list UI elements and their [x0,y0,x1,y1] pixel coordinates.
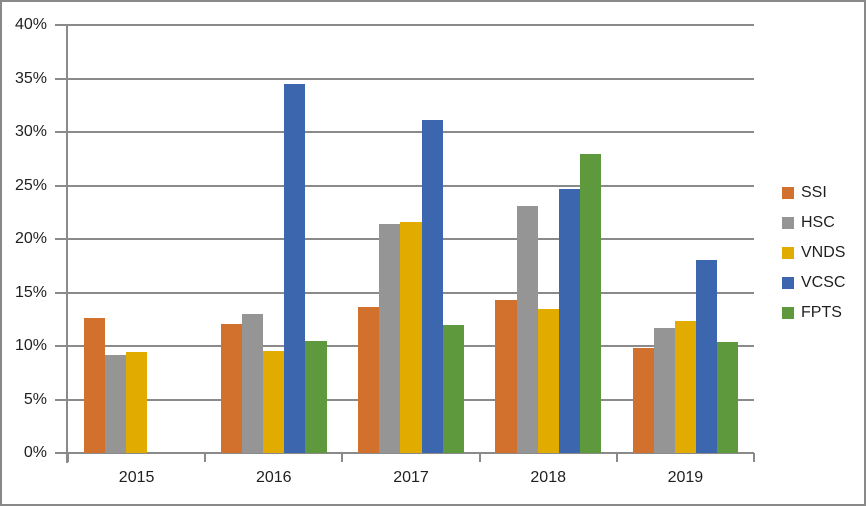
gridline [68,77,754,80]
bar-fpts-2018 [579,154,601,453]
gridline [68,131,754,133]
bar-vcsc-2016 [284,83,306,453]
legend-item-vcsc: VCSC [782,273,845,292]
y-axis-tick [55,238,68,240]
y-axis-tick [55,131,68,133]
bar-vnds-2016 [263,351,285,453]
bar-hsc-2016 [242,313,264,453]
y-axis-tick-label: 5% [23,390,47,408]
x-axis-tick [753,453,755,462]
y-axis-tick-label: 15% [14,283,47,301]
x-axis-tick [67,453,69,462]
bar-hsc-2019 [653,327,675,453]
y-axis-tick-label: 10% [14,337,47,354]
y-axis-tick [55,77,68,80]
y-axis-tick [55,24,68,26]
bar-vcsc-2017 [421,120,443,453]
x-axis-tick-label: 2018 [530,469,566,486]
legend-swatch-icon [782,186,794,199]
y-axis-tick-label: 20% [14,230,47,247]
bar-hsc-2015 [104,354,127,453]
bar-vnds-2017 [400,221,422,453]
legend: SSI HSC VNDS VCSC FPTS [782,183,845,333]
legend-item-fpts: FPTS [782,303,845,322]
y-axis-tick [55,291,68,294]
bar-vnds-2018 [537,308,559,453]
gridline [68,184,754,187]
legend-item-hsc: HSC [782,213,845,232]
y-axis-tick-label: 25% [14,176,47,194]
legend-swatch-icon [782,276,794,289]
y-axis-tick [55,398,68,401]
legend-swatch-icon [782,246,794,259]
bar-vcsc-2018 [558,188,580,453]
bar-ssi-2016 [221,323,243,453]
y-axis-tick-label: 0% [23,444,47,461]
legend-label: VNDS [801,243,846,261]
x-axis-tick [341,453,344,462]
bar-ssi-2018 [495,299,517,453]
legend-item-ssi: SSI [782,183,845,202]
bar-fpts-2019 [717,341,739,453]
x-axis-tick-label: 2016 [255,469,292,486]
y-axis-tick-label: 30% [14,123,47,140]
legend-label: FPTS [801,303,842,321]
gridline [68,24,754,26]
x-axis-tick [478,453,481,462]
y-axis-tick [55,345,68,347]
bar-vnds-2015 [126,352,148,453]
legend-label: VCSC [801,273,846,291]
x-axis-tick [204,453,207,462]
x-axis-tick [615,453,618,462]
bar-vcsc-2019 [695,260,718,453]
x-axis-tick-label: 2015 [118,469,155,486]
x-axis-tick-label: 2017 [393,469,429,486]
bar-hsc-2017 [379,224,401,453]
y-axis-tick-label: 35% [14,69,47,87]
bar-fpts-2016 [305,340,327,453]
bar-ssi-2019 [632,348,654,453]
y-axis-tick [55,452,68,454]
bar-ssi-2015 [83,318,105,453]
legend-label: HSC [801,213,835,231]
legend-label: SSI [801,183,827,201]
bar-fpts-2017 [442,324,464,453]
legend-item-vnds: VNDS [782,243,845,262]
x-axis-line [68,452,754,454]
y-axis-line [66,25,68,463]
legend-swatch-icon [782,216,794,229]
bar-ssi-2017 [358,307,380,453]
bar-vnds-2019 [674,321,696,453]
y-axis-tick-label: 40% [14,16,47,33]
bar-hsc-2018 [516,205,538,453]
legend-swatch-icon [782,306,794,319]
x-axis-tick-label: 2019 [667,469,704,486]
y-axis-tick [55,184,68,187]
